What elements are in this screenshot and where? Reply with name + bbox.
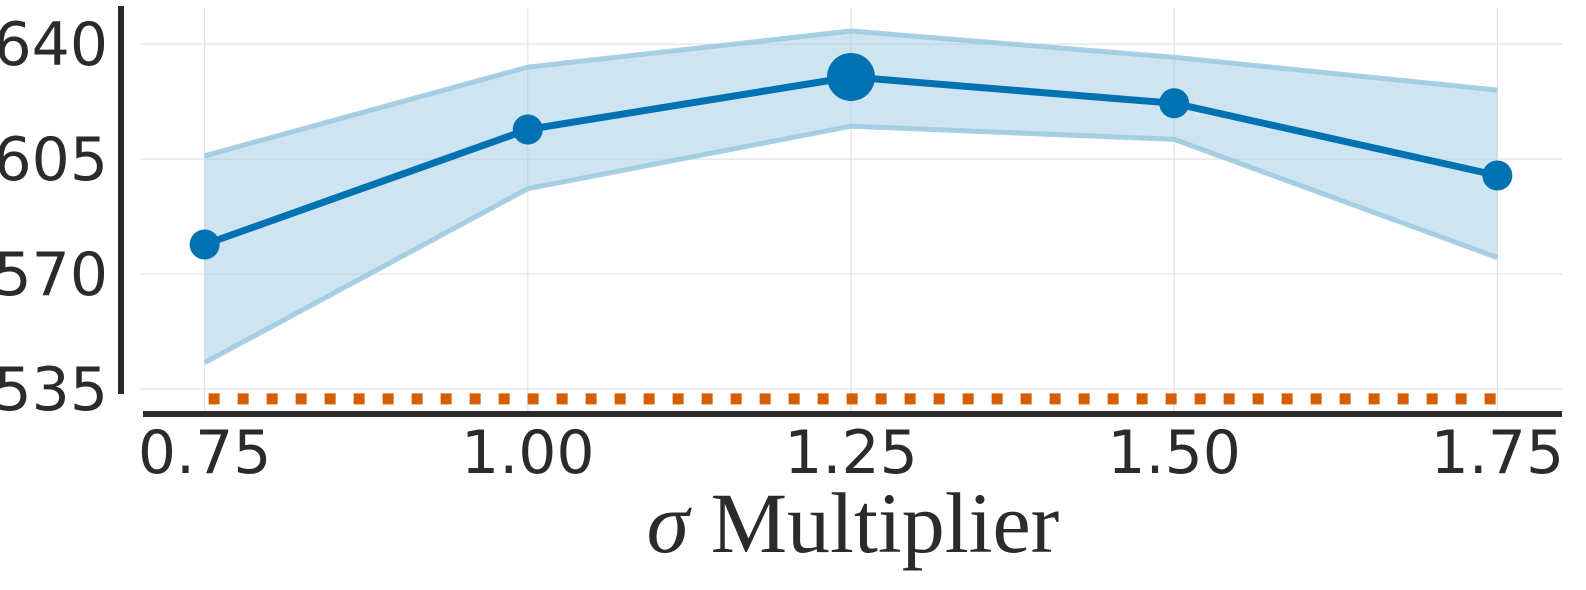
x-tick-labels: 0.75 1.00 1.25 1.50 1.75	[138, 418, 1564, 488]
y-tick-label-1: 570	[0, 240, 108, 310]
x-tick-label-3: 1.50	[1107, 418, 1241, 488]
data-point-1	[512, 114, 543, 145]
x-axis-label-gap	[689, 475, 711, 571]
band-lower-edge	[203, 123, 1499, 365]
y-tick-label-2: 605	[0, 125, 108, 195]
x-tick-label-1: 1.00	[461, 418, 595, 488]
data-point-0	[189, 229, 220, 260]
data-points	[189, 52, 1513, 260]
x-axis-label-symbol: σ	[647, 475, 693, 571]
x-tick-label-4: 1.75	[1431, 418, 1565, 488]
x-tick-label-2: 1.25	[784, 418, 918, 488]
y-tick-labels: 535 570 605 640	[0, 10, 108, 425]
highlight-point	[827, 52, 875, 101]
band-upper-edge	[203, 28, 1498, 159]
data-point-3	[1159, 88, 1190, 119]
y-tick-label-0: 535	[0, 355, 108, 425]
x-tick-label-0: 0.75	[138, 418, 272, 488]
x-axis-label: σ Multiplier	[647, 475, 1060, 571]
axes	[118, 6, 1562, 417]
x-axis-label-text: Multiplier	[711, 475, 1060, 571]
y-tick-label-3: 640	[0, 10, 108, 80]
data-point-4	[1482, 160, 1513, 191]
